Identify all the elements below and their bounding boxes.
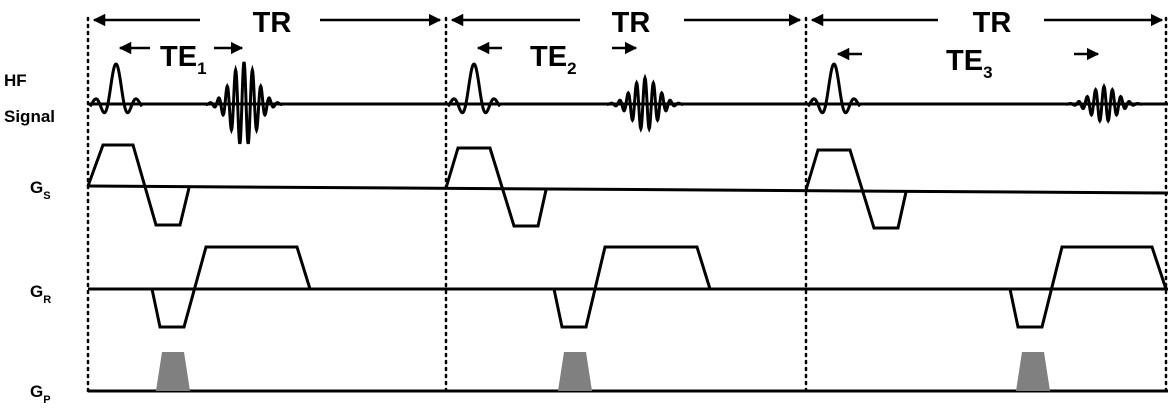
te-label-main: TE [160,41,197,73]
te-label-sub: 1 [197,59,206,78]
period-3: TR TE3 [804,7,1168,391]
gp-label-main: G [30,382,43,401]
tr-label: TR [973,7,1012,39]
echo-signal [1065,83,1143,124]
rf-excitation-pulse [806,62,862,115]
echo-signal [606,73,684,133]
slice-select-gradient [86,143,191,227]
rf-excitation-pulse [446,62,502,115]
gs-baseline [87,184,1169,195]
te-label: TE2 [530,41,577,78]
period-2: TR TE2 [444,7,802,391]
tr-label: TR [253,7,292,39]
hf-label-line2: Signal [4,107,55,126]
te-label-main: TE [530,41,567,73]
te-label: TE3 [946,45,993,82]
gs-label-sub: S [43,190,50,202]
phase-encode-pulse [156,352,190,391]
phase-encode-pulse [558,352,592,391]
gs-label-main: G [30,178,43,197]
period-1: TR TE1 [86,7,442,391]
hf-label-line1: HF [4,71,27,90]
gr-label: GR [30,282,51,306]
te-label: TE1 [160,41,207,78]
gr-label-main: G [30,282,43,301]
te-label-sub: 3 [983,63,992,82]
te-label-main: TE [946,45,983,77]
rf-excitation-pulse [88,62,144,115]
phase-encode-pulse [1016,352,1050,391]
tr-label: TR [612,7,651,39]
gp-label-sub: P [43,394,50,406]
gs-label: GS [30,178,51,202]
echo-signal [205,61,283,145]
readout-gradient [150,245,312,329]
readout-gradient [552,245,712,329]
gp-label: GP [30,382,51,406]
gr-label-sub: R [43,294,51,306]
slice-select-gradient [804,148,908,230]
te-label-sub: 2 [567,59,576,78]
readout-gradient [1008,245,1168,329]
slice-select-gradient [444,146,548,228]
